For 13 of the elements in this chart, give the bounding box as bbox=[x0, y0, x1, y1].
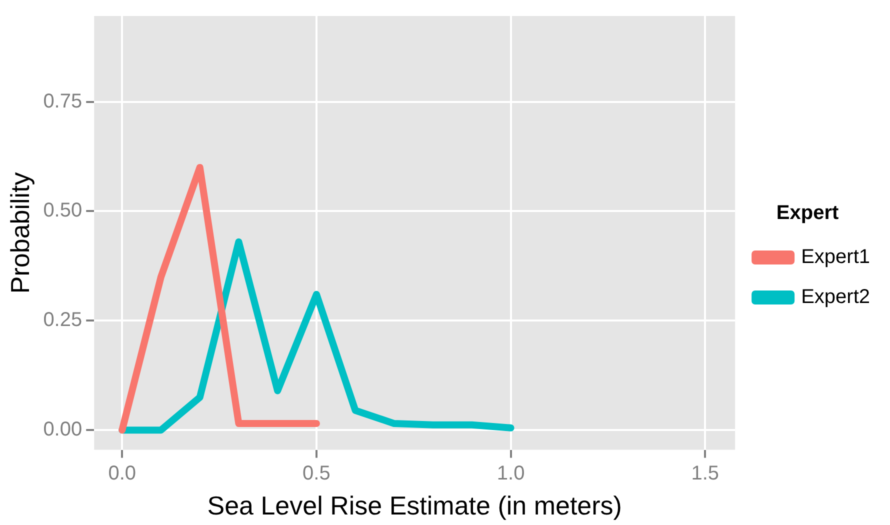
y-tick-label: 0.00 bbox=[43, 418, 82, 441]
y-tick-label: 0.25 bbox=[43, 309, 82, 332]
x-tick-label: 1.0 bbox=[496, 462, 525, 484]
y-axis-title: Probability bbox=[4, 172, 35, 294]
x-tick-label: 0.0 bbox=[108, 462, 136, 484]
legend-label: Expert2 bbox=[801, 286, 870, 308]
x-axis-title: Sea Level Rise Estimate (in meters) bbox=[207, 490, 622, 521]
x-tick-label: 0.5 bbox=[302, 462, 330, 484]
legend-title: Expert bbox=[776, 202, 839, 224]
legend-label: Expert1 bbox=[801, 246, 870, 268]
x-tick-label: 1.5 bbox=[691, 462, 720, 484]
y-tick-label: 0.75 bbox=[43, 90, 82, 112]
y-tick-label: 0.50 bbox=[43, 200, 82, 222]
